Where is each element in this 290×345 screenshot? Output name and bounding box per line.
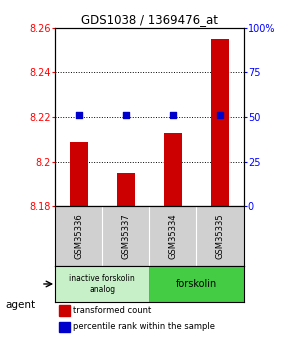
Bar (55, 266, 149, 302)
Text: forskolin: forskolin (176, 279, 217, 289)
Text: percentile rank within the sample: percentile rank within the sample (73, 322, 215, 331)
Text: GSM35337: GSM35337 (121, 214, 130, 259)
Bar (117, 173, 135, 206)
Bar (59, 305, 70, 316)
Text: inactive forskolin
analog: inactive forskolin analog (69, 274, 135, 294)
Bar (164, 133, 182, 206)
Bar (59, 322, 70, 332)
Bar (211, 39, 229, 206)
Point (76, 112, 81, 118)
Text: GSM35336: GSM35336 (74, 214, 83, 259)
Point (124, 112, 128, 118)
Text: GSM35335: GSM35335 (215, 214, 224, 259)
Text: transformed count: transformed count (73, 306, 151, 315)
Text: agent: agent (6, 300, 36, 310)
Bar (70, 142, 88, 206)
Point (218, 112, 222, 118)
Text: GSM35334: GSM35334 (168, 214, 177, 259)
Title: GDS1038 / 1369476_at: GDS1038 / 1369476_at (81, 13, 218, 27)
Point (171, 112, 175, 118)
Bar (149, 266, 244, 302)
